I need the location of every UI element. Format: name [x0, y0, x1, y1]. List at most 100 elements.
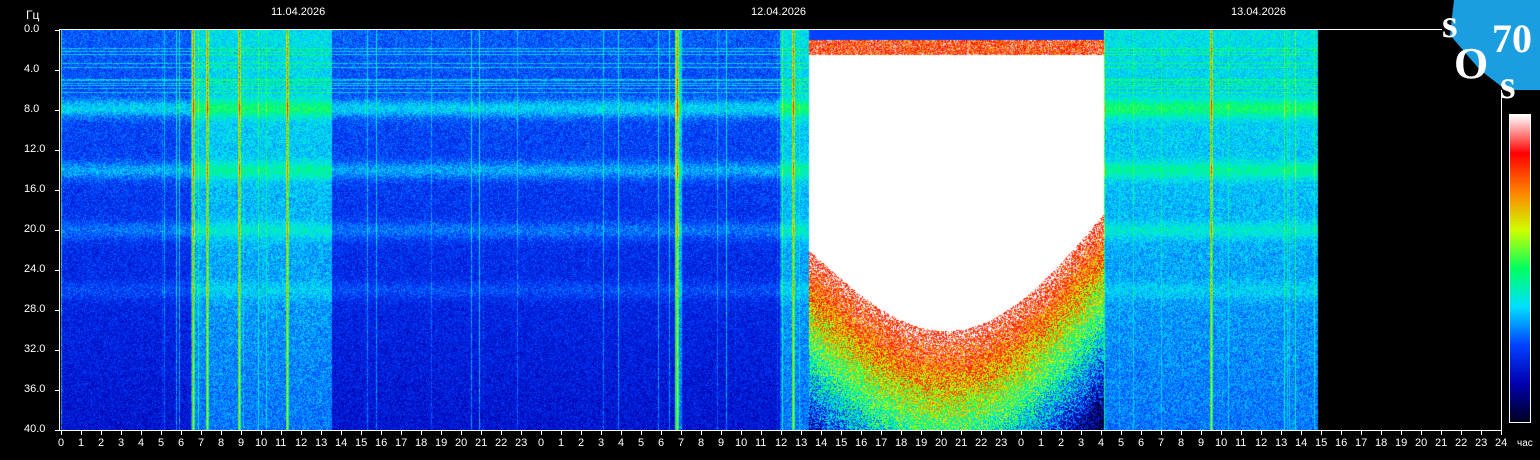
x-tick — [721, 431, 722, 435]
svg-text:s: s — [1500, 62, 1516, 100]
y-tick — [55, 190, 60, 191]
svg-text:O: O — [1454, 39, 1488, 88]
y-tick-label: 36.0 — [24, 383, 46, 395]
x-tick-label: 0 — [1018, 437, 1025, 449]
y-tick — [55, 70, 60, 71]
sos70-logo: s 70 O s — [1442, 0, 1540, 100]
x-tick-label: 18 — [1375, 437, 1388, 449]
x-tick-label: 23 — [995, 437, 1008, 449]
x-tick — [401, 431, 402, 435]
x-tick — [161, 431, 162, 435]
x-tick-label: 10 — [735, 437, 748, 449]
x-tick — [341, 431, 342, 435]
x-tick — [101, 431, 102, 435]
y-tick-label: 0.0 — [24, 23, 40, 35]
x-tick — [1261, 431, 1262, 435]
x-tick-label: 22 — [1455, 437, 1468, 449]
x-tick — [1281, 431, 1282, 435]
y-tick-label: 40.0 — [24, 423, 46, 435]
x-tick-label: 9 — [238, 437, 245, 449]
x-tick — [461, 431, 462, 435]
x-tick-label: 16 — [855, 437, 868, 449]
x-tick — [601, 431, 602, 435]
x-tick-label: 2 — [98, 437, 105, 449]
x-tick — [661, 431, 662, 435]
x-tick — [301, 431, 302, 435]
x-tick-label: 17 — [875, 437, 888, 449]
date-label: 12.04.2026 — [751, 6, 807, 18]
spectrogram-heatmap — [61, 30, 1501, 430]
x-tick-label: 20 — [455, 437, 468, 449]
x-tick-label: 12 — [775, 437, 788, 449]
x-tick — [801, 431, 802, 435]
x-tick-label: 1 — [558, 437, 565, 449]
x-tick — [1301, 431, 1302, 435]
x-tick — [861, 431, 862, 435]
x-tick — [121, 431, 122, 435]
x-tick — [421, 431, 422, 435]
x-tick-label: 7 — [198, 437, 205, 449]
x-tick-label: 0 — [538, 437, 545, 449]
x-tick — [1141, 431, 1142, 435]
y-tick — [55, 350, 60, 351]
x-tick-label: 1 — [1038, 437, 1045, 449]
x-tick-label: 2 — [578, 437, 585, 449]
x-tick-label: 14 — [815, 437, 828, 449]
plot-right-border — [1501, 90, 1502, 431]
x-tick-label: 22 — [495, 437, 508, 449]
x-tick-label: 20 — [935, 437, 948, 449]
x-tick-label: 15 — [835, 437, 848, 449]
x-tick-label: 15 — [1315, 437, 1328, 449]
x-axis-unit: час — [1517, 438, 1533, 449]
y-tick — [55, 150, 60, 151]
x-tick — [361, 431, 362, 435]
x-tick — [1341, 431, 1342, 435]
x-tick-label: 3 — [1078, 437, 1085, 449]
x-tick-label: 19 — [915, 437, 928, 449]
x-tick — [261, 431, 262, 435]
x-tick-label: 4 — [1098, 437, 1105, 449]
x-tick — [1441, 431, 1442, 435]
plot-top-border — [60, 29, 1442, 30]
x-tick-label: 13 — [315, 437, 328, 449]
x-tick — [61, 431, 62, 435]
x-tick — [201, 431, 202, 435]
color-scale-bar — [1509, 114, 1531, 423]
x-tick — [1381, 431, 1382, 435]
x-tick — [581, 431, 582, 435]
x-tick — [1221, 431, 1222, 435]
x-tick — [921, 431, 922, 435]
x-tick — [841, 431, 842, 435]
x-tick — [561, 431, 562, 435]
y-tick-label: 28.0 — [24, 303, 46, 315]
svg-text:s: s — [1442, 1, 1458, 46]
x-tick-label: 21 — [1435, 437, 1448, 449]
x-tick — [541, 431, 542, 435]
x-tick-label: 6 — [178, 437, 185, 449]
x-tick — [981, 431, 982, 435]
x-tick — [1401, 431, 1402, 435]
x-tick-label: 21 — [475, 437, 488, 449]
x-tick — [1061, 431, 1062, 435]
x-tick — [681, 431, 682, 435]
x-tick-label: 19 — [435, 437, 448, 449]
x-tick — [741, 431, 742, 435]
x-tick-label: 11 — [275, 437, 287, 449]
y-tick-label: 32.0 — [24, 343, 46, 355]
x-tick-label: 15 — [355, 437, 368, 449]
x-tick-label: 13 — [1275, 437, 1288, 449]
x-tick — [1501, 431, 1502, 435]
x-tick — [1161, 431, 1162, 435]
x-tick-label: 14 — [335, 437, 348, 449]
x-tick-label: 4 — [138, 437, 145, 449]
x-tick-label: 12 — [1255, 437, 1268, 449]
x-tick-label: 22 — [975, 437, 988, 449]
x-tick-label: 18 — [415, 437, 428, 449]
x-tick-label: 13 — [795, 437, 808, 449]
x-tick-label: 8 — [1178, 437, 1185, 449]
x-tick-label: 3 — [118, 437, 125, 449]
svg-text:70: 70 — [1492, 16, 1532, 61]
x-tick-label: 17 — [1355, 437, 1368, 449]
x-tick — [621, 431, 622, 435]
